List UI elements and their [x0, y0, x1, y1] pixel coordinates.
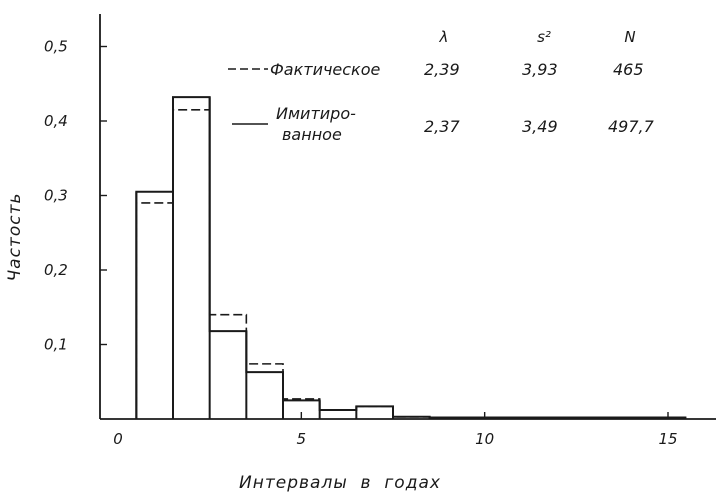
legend-actual-lambda: 2,39 — [424, 60, 460, 79]
x-tick-label: 15 — [658, 430, 677, 448]
y-axis-title: Частость — [5, 193, 25, 282]
legend-simulated-variance: 3,49 — [522, 117, 558, 136]
y-tick-label: 0,2 — [44, 261, 68, 279]
legend-label-simulated-line1: Имитиро- — [276, 104, 356, 123]
legend-actual-variance: 3,93 — [522, 60, 558, 79]
actual-series-outline — [135, 109, 687, 419]
legend-header-lambda: λ — [439, 28, 449, 46]
legend-actual-count: 465 — [613, 60, 644, 79]
legend-simulated-count: 497,7 — [608, 117, 655, 136]
y-tick-label: 0,4 — [44, 112, 68, 130]
legend-table: λ s² N Фактическое 2,39 3,93 465 Имитиро… — [228, 28, 655, 144]
simulated-series-outline — [135, 96, 687, 419]
y-tick-label: 0,5 — [44, 38, 68, 56]
y-tick-label: 0,1 — [44, 336, 68, 354]
x-tick-label: 5 — [297, 430, 307, 448]
legend-simulated-lambda: 2,37 — [424, 117, 460, 136]
legend-label-actual: Фактическое — [270, 60, 381, 79]
x-axis-title: Интервалы в годах — [239, 473, 441, 493]
legend-label-simulated-line2: ванное — [282, 125, 342, 144]
legend-header-count: N — [624, 28, 635, 46]
x-tick-label: 10 — [475, 430, 494, 448]
legend-header-variance: s² — [537, 28, 551, 46]
y-tick-label: 0,3 — [44, 187, 68, 205]
x-tick-label: 0 — [113, 430, 123, 448]
